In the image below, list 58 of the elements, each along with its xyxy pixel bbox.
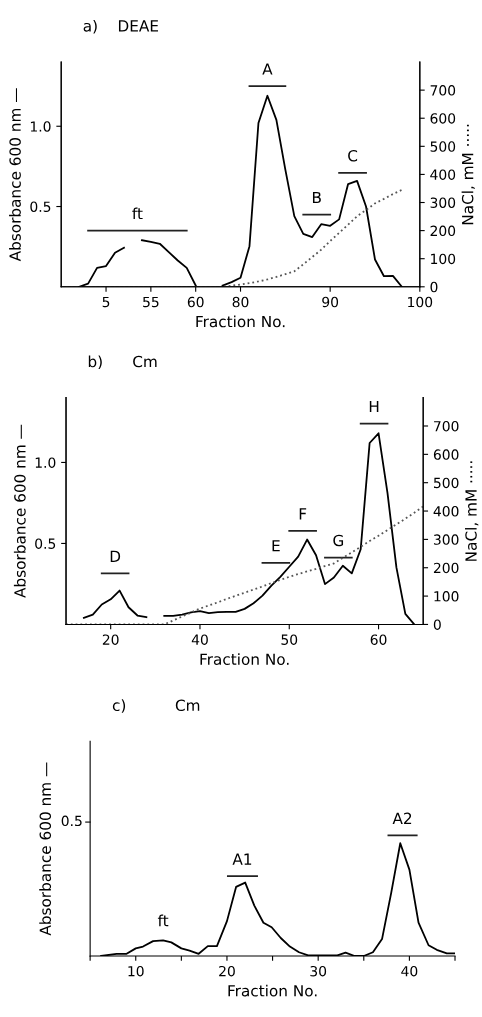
series-label: A1 (232, 853, 252, 865)
series-label: H (369, 400, 379, 413)
y-tick-label: 0.5 (30, 201, 51, 212)
series-label: E (272, 540, 280, 552)
x-axis-title: Fraction No. (228, 984, 317, 997)
series-label: D (110, 550, 121, 562)
y-tick-label: 1.0 (35, 457, 56, 468)
y2-axis-title: NaCl, mM ····· (461, 124, 475, 225)
series-label: ft (132, 207, 143, 220)
series-label: A2 (392, 812, 412, 824)
x-tick-label: 55 (143, 296, 159, 308)
y2-tick-label: 600 (430, 113, 456, 124)
y-tick-label: 1.0 (30, 121, 51, 132)
y2-tick-label: 700 (430, 85, 456, 96)
annotation: ft (157, 914, 169, 927)
x-tick-label: 10 (128, 965, 144, 977)
y2-tick-label: 600 (433, 449, 459, 460)
x-axis-title: Fraction No. (196, 315, 285, 328)
y2-tick-label: 0 (430, 281, 438, 293)
y2-tick-label: 500 (430, 141, 456, 152)
x-tick-label: 30 (310, 965, 327, 977)
y2-tick-label: 300 (430, 197, 456, 208)
chart-title: a) DEAE (83, 19, 159, 34)
x-tick-label: 40 (191, 634, 208, 645)
text: 0.5 (61, 815, 82, 827)
y2-tick-label: 0 (433, 619, 441, 630)
x-tick-label: 50 (281, 634, 298, 645)
x-tick-label: 80 (232, 296, 249, 308)
y2-tick-label: 200 (433, 562, 459, 574)
series-label: B (312, 191, 321, 204)
x-tick-label: 90 (322, 296, 339, 308)
chart-title: b) Cm (88, 355, 157, 370)
y-axis-title: Absorbance 600 nm — (13, 424, 26, 598)
x-axis-title: Fraction No. (200, 653, 289, 665)
x-tick-label: 100 (408, 296, 433, 308)
y2-axis-title: NaCl, mM ····· (464, 461, 479, 561)
series-label: F (299, 508, 307, 520)
x-tick-label: 20 (219, 965, 235, 977)
x-tick-label: 60 (370, 634, 387, 645)
y2-tick-label: 700 (434, 420, 459, 432)
y2-tick-label: 300 (433, 534, 459, 545)
y-axis-title: Absorbance 600 nm — (9, 88, 21, 262)
x-tick-label: 40 (401, 965, 418, 977)
x-tick-label: 60 (187, 296, 204, 308)
x-tick-label: 5 (102, 296, 110, 308)
series-label: A (262, 63, 273, 75)
x-tick-label: 20 (102, 634, 119, 645)
chart-title: c) Cm (112, 699, 200, 713)
y2-tick-label: 400 (433, 506, 459, 517)
y2-tick-label: 500 (433, 477, 459, 489)
series-label: C (348, 149, 358, 162)
y-axis-title: Absorbance 600 nm — (39, 762, 52, 936)
y-tick-label: 0.5 (35, 538, 56, 549)
y2-tick-label: 100 (431, 253, 456, 265)
y2-tick-label: 200 (430, 225, 456, 237)
series-label: G (333, 534, 344, 547)
y2-tick-label: 400 (430, 169, 456, 180)
y2-tick-label: 100 (434, 591, 459, 602)
